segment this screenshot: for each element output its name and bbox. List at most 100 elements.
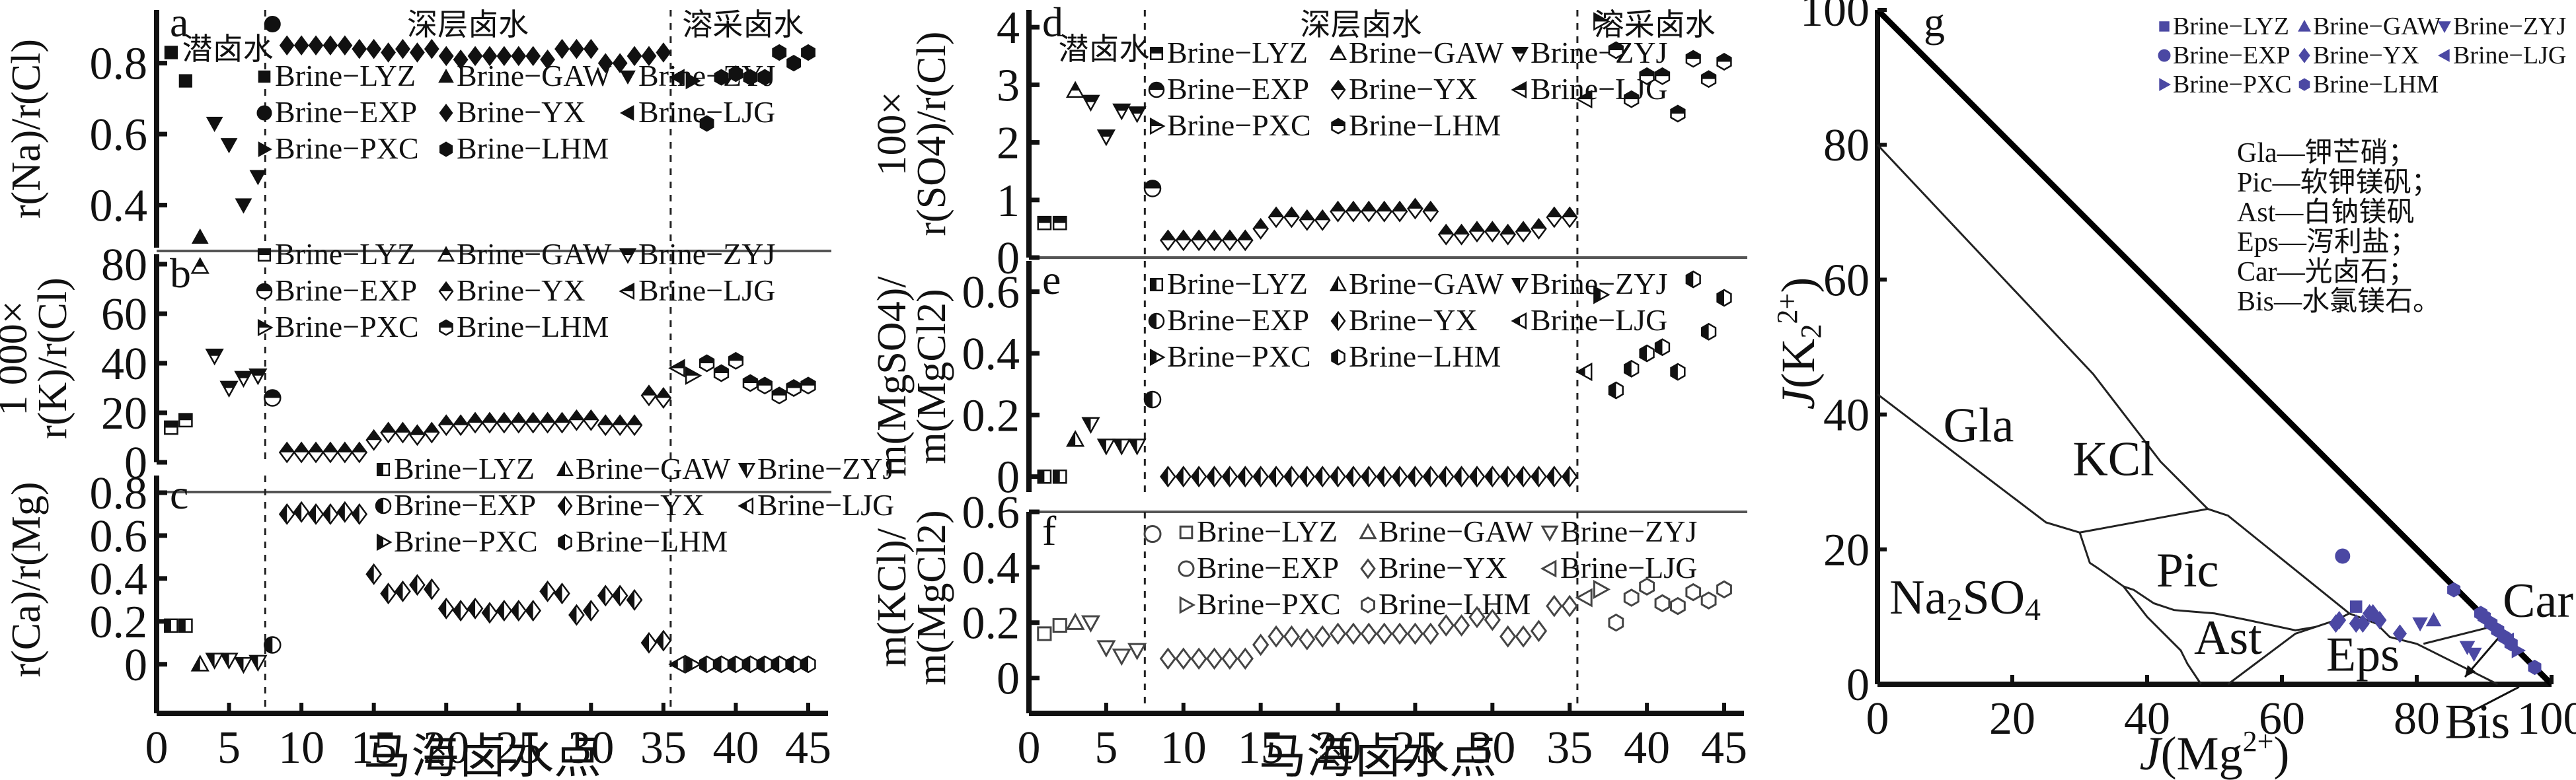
- data-point: [1360, 622, 1377, 645]
- x-tick-label: 40: [2124, 693, 2170, 744]
- data-point: [1623, 588, 1640, 607]
- legend-marker-icon: [738, 497, 754, 515]
- data-point: [742, 655, 758, 674]
- legend-marker-icon: [619, 105, 634, 121]
- legend-label: Brine−EXP: [2173, 42, 2291, 69]
- data-point: [1716, 53, 1732, 71]
- data-point: [336, 441, 354, 464]
- data-point: [1190, 466, 1207, 488]
- arrow-head-icon: [2465, 665, 2476, 677]
- data-point: [1283, 206, 1300, 229]
- data-point: [2511, 643, 2526, 658]
- legend-label: Brine−PXC: [1197, 587, 1341, 621]
- y-tick-label-f: 0: [997, 654, 1020, 705]
- legend-marker-icon: [256, 105, 272, 121]
- data-point: [307, 503, 324, 525]
- legend-item: Brine−LHM: [1331, 339, 1501, 373]
- data-point: [2466, 647, 2482, 662]
- data-point: [801, 44, 815, 61]
- data-point: [293, 35, 309, 55]
- x-tick-label: 25: [496, 723, 542, 773]
- y-tick-label-d: 2: [997, 118, 1020, 169]
- legend-marker-icon: [1511, 81, 1527, 99]
- legend-item: Brine−YX: [438, 273, 586, 307]
- data-point: [322, 503, 339, 525]
- data-point: [1096, 439, 1116, 456]
- data-point: [395, 580, 411, 602]
- data-point: [178, 413, 193, 428]
- data-point: [1376, 622, 1393, 645]
- y-tick-label: 80: [1823, 120, 1870, 171]
- data-point: [1422, 200, 1439, 223]
- panel-b: 020406080b1 000×r(K)/r(Cl)Brine−LYZBrine…: [0, 237, 831, 493]
- y-tick-label: 100: [1800, 0, 1870, 36]
- legend-label: Brine−EXP: [275, 273, 417, 307]
- data-points-e: [1037, 270, 1732, 488]
- legend-label: Brine−LJG: [1531, 303, 1667, 337]
- legend-item: Brine−LYZ: [1149, 36, 1308, 69]
- data-point: [1575, 90, 1593, 109]
- data-point: [365, 429, 383, 451]
- data-point: [1345, 200, 1362, 223]
- data-point: [190, 257, 209, 274]
- data-point: [178, 618, 193, 633]
- legend-marker-icon: [1149, 348, 1166, 367]
- mineral-abbreviation-note: Bis—水氯镁石。: [2237, 287, 2441, 317]
- data-point: [1608, 41, 1624, 59]
- legend-item: Brine−EXP: [1148, 72, 1309, 106]
- data-point: [728, 351, 744, 370]
- legend-label: Brine−YX: [457, 95, 586, 129]
- legend-marker-icon: [1540, 525, 1559, 542]
- data-point: [597, 414, 614, 437]
- legend-label: Brine−LHM: [457, 131, 609, 165]
- legend-item: Brine−PXC: [1179, 587, 1341, 621]
- legend-label: Brine−YX: [1349, 303, 1478, 337]
- data-point: [1112, 103, 1131, 121]
- legend-item: Brine−GAW: [556, 452, 731, 485]
- data-point: [597, 585, 614, 607]
- panel-label-f: f: [1042, 507, 1057, 554]
- y-tick-label: 60: [1823, 255, 1870, 306]
- data-point: [611, 585, 628, 607]
- x-tick-label: 15: [351, 723, 397, 773]
- data-point: [1314, 466, 1331, 488]
- mineral-abbreviation-note: Car—光卤石；: [2237, 257, 2416, 287]
- data-point: [1252, 633, 1269, 656]
- y-axis-label-d: r(SO4)/r(Cl): [909, 32, 954, 236]
- data-point: [699, 655, 715, 674]
- legend-item: Brine−GAW: [1329, 267, 1504, 301]
- y-axis-label-f: m(MgCl2): [909, 510, 954, 685]
- data-point: [1329, 622, 1347, 645]
- legend-label: Brine−EXP: [394, 488, 536, 522]
- data-point: [1283, 625, 1301, 648]
- data-point: [743, 69, 758, 86]
- data-point: [539, 580, 556, 602]
- legend-marker-icon: [619, 282, 635, 301]
- data-point: [1515, 625, 1532, 648]
- data-point: [1437, 614, 1455, 637]
- legend-item: Brine−GAW: [437, 237, 612, 271]
- zone-label: 潜卤水: [182, 32, 274, 66]
- legend-label: Brine−GAW: [457, 237, 612, 271]
- y-axis-label-b: r(K)/r(Cl): [30, 277, 75, 439]
- legend-label: Brine−PXC: [275, 131, 419, 165]
- data-point: [1330, 200, 1346, 223]
- data-point: [190, 655, 209, 672]
- legend-marker-icon: [2437, 49, 2450, 62]
- panel-label-b: b: [170, 250, 191, 297]
- phase-label-na2so4: Na2SO4: [1889, 571, 2041, 627]
- legend-item-g: Brine−PXC: [2159, 71, 2292, 98]
- legend-item-g: Brine−ZYJ: [2438, 13, 2566, 40]
- mineral-abbreviation-note: Ast—白钠镁矾: [2237, 197, 2414, 228]
- data-point: [2528, 659, 2542, 676]
- data-point: [1593, 285, 1610, 304]
- data-point: [1236, 229, 1254, 252]
- bis-pointer-arrow: [2468, 686, 2520, 715]
- x-tick-label: 35: [1546, 723, 1593, 773]
- legend-item: Brine−PXC: [376, 524, 538, 558]
- data-point: [1299, 628, 1316, 651]
- data-point: [772, 44, 787, 61]
- data-point: [554, 38, 570, 59]
